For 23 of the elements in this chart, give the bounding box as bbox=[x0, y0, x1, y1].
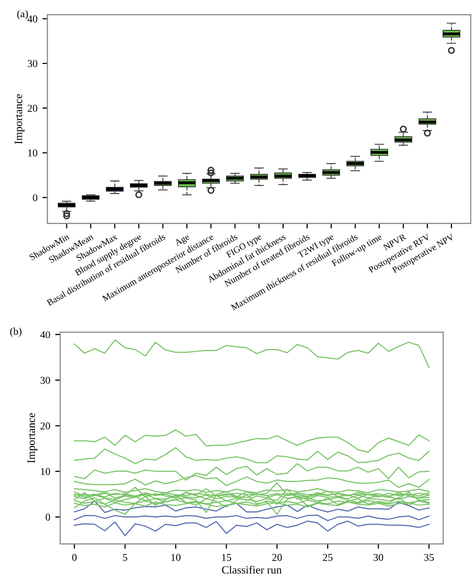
x-axis-title: Classifier run bbox=[222, 566, 282, 574]
y-tick-label: 20 bbox=[40, 422, 50, 430]
y-tick-label: 20 bbox=[28, 104, 38, 112]
x-tick-label: 20 bbox=[272, 554, 282, 561]
y-tick-label: 0 bbox=[32, 194, 38, 202]
y-tick-label: 30 bbox=[28, 60, 38, 68]
y-tick-label: 10 bbox=[40, 468, 50, 476]
y-axis-title: Importance bbox=[28, 413, 38, 463]
y-tick-label: 40 bbox=[40, 331, 50, 338]
y-tick-label: 10 bbox=[28, 150, 38, 157]
y-axis-title: Importance bbox=[14, 94, 24, 144]
x-tick-label: 25 bbox=[322, 554, 332, 561]
x-tick-label: 30 bbox=[374, 554, 384, 561]
x-tick-label: 10 bbox=[171, 554, 181, 561]
chart-title: (a) bbox=[17, 10, 28, 20]
x-tick-label: 15 bbox=[222, 554, 232, 561]
y-tick-label: 30 bbox=[40, 376, 50, 384]
x-tick-label: 0 bbox=[72, 554, 77, 561]
chart-title: (b) bbox=[10, 327, 22, 337]
y-tick-label: 0 bbox=[46, 514, 50, 521]
y-tick-label: 40 bbox=[27, 15, 38, 22]
x-tick-label: 35 bbox=[424, 554, 434, 561]
x-tick-label: 5 bbox=[123, 554, 128, 561]
